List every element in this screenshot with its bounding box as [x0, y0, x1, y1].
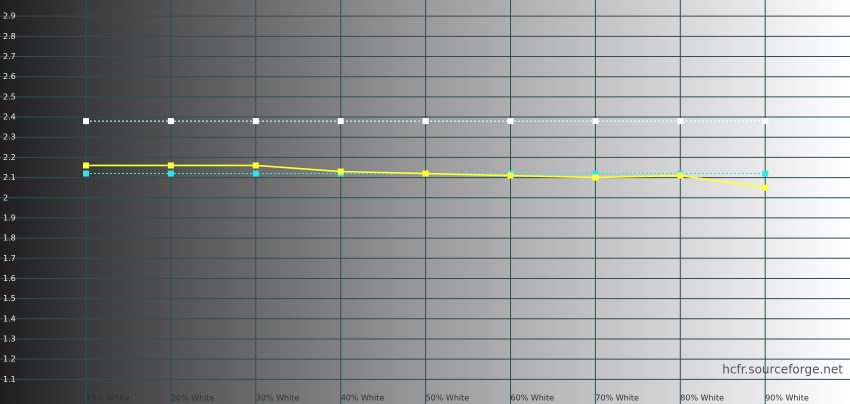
- y-tick-label: 2.1: [3, 173, 16, 182]
- point-marker: [762, 118, 769, 125]
- point-marker: [337, 118, 344, 125]
- y-tick-label: 2.7: [3, 52, 16, 61]
- x-tick-label: 10% White: [86, 394, 130, 403]
- point-marker: [507, 118, 514, 125]
- point-marker: [762, 170, 769, 177]
- y-tick-label: 1.4: [3, 314, 16, 323]
- y-tick-label: 2.2: [3, 153, 16, 162]
- point-marker: [252, 170, 259, 177]
- x-tick-label: 90% White: [765, 394, 809, 403]
- point-marker: [592, 170, 599, 177]
- x-tick-label: 70% White: [595, 394, 639, 403]
- point-marker: [677, 118, 684, 125]
- watermark: hcfr.sourceforge.net: [722, 363, 843, 377]
- x-tick-label: 20% White: [171, 394, 215, 403]
- point-marker: [83, 118, 89, 125]
- point-marker: [167, 162, 174, 169]
- y-tick-label: 2.5: [3, 92, 16, 101]
- y-tick-label: 2.8: [3, 32, 16, 41]
- x-tick-label: 30% White: [256, 394, 300, 403]
- point-marker: [592, 174, 599, 181]
- point-marker: [252, 118, 259, 125]
- point-marker: [167, 118, 174, 125]
- point-marker: [167, 170, 174, 177]
- point-marker: [762, 184, 769, 191]
- y-tick-label: 1.1: [3, 375, 16, 384]
- point-marker: [507, 172, 514, 179]
- x-tick-label: 40% White: [341, 394, 385, 403]
- y-tick-label: 2.3: [3, 133, 16, 142]
- point-marker: [422, 170, 429, 177]
- y-tick-label: 1.9: [3, 213, 16, 222]
- y-tick-label: 2: [3, 193, 8, 202]
- point-marker: [677, 172, 684, 179]
- y-tick-label: 1.3: [3, 334, 16, 343]
- y-tick-label: 1.7: [3, 254, 16, 263]
- point-marker: [252, 162, 259, 169]
- point-marker: [83, 170, 89, 177]
- x-tick-label: 60% White: [511, 394, 555, 403]
- y-tick-label: 2.9: [3, 12, 16, 21]
- x-tick-label: 50% White: [426, 394, 470, 403]
- y-tick-label: 1.2: [3, 355, 16, 364]
- y-tick-label: 1.8: [3, 234, 16, 243]
- x-tick-label: 80% White: [680, 394, 724, 403]
- point-marker: [422, 118, 429, 125]
- y-tick-label: 2.4: [3, 113, 16, 122]
- y-tick-label: 1.5: [3, 294, 16, 303]
- y-tick-label: 2.6: [3, 72, 16, 81]
- point-marker: [83, 162, 89, 169]
- y-tick-label: 1.6: [3, 274, 16, 283]
- point-marker: [592, 118, 599, 125]
- point-marker: [337, 168, 344, 175]
